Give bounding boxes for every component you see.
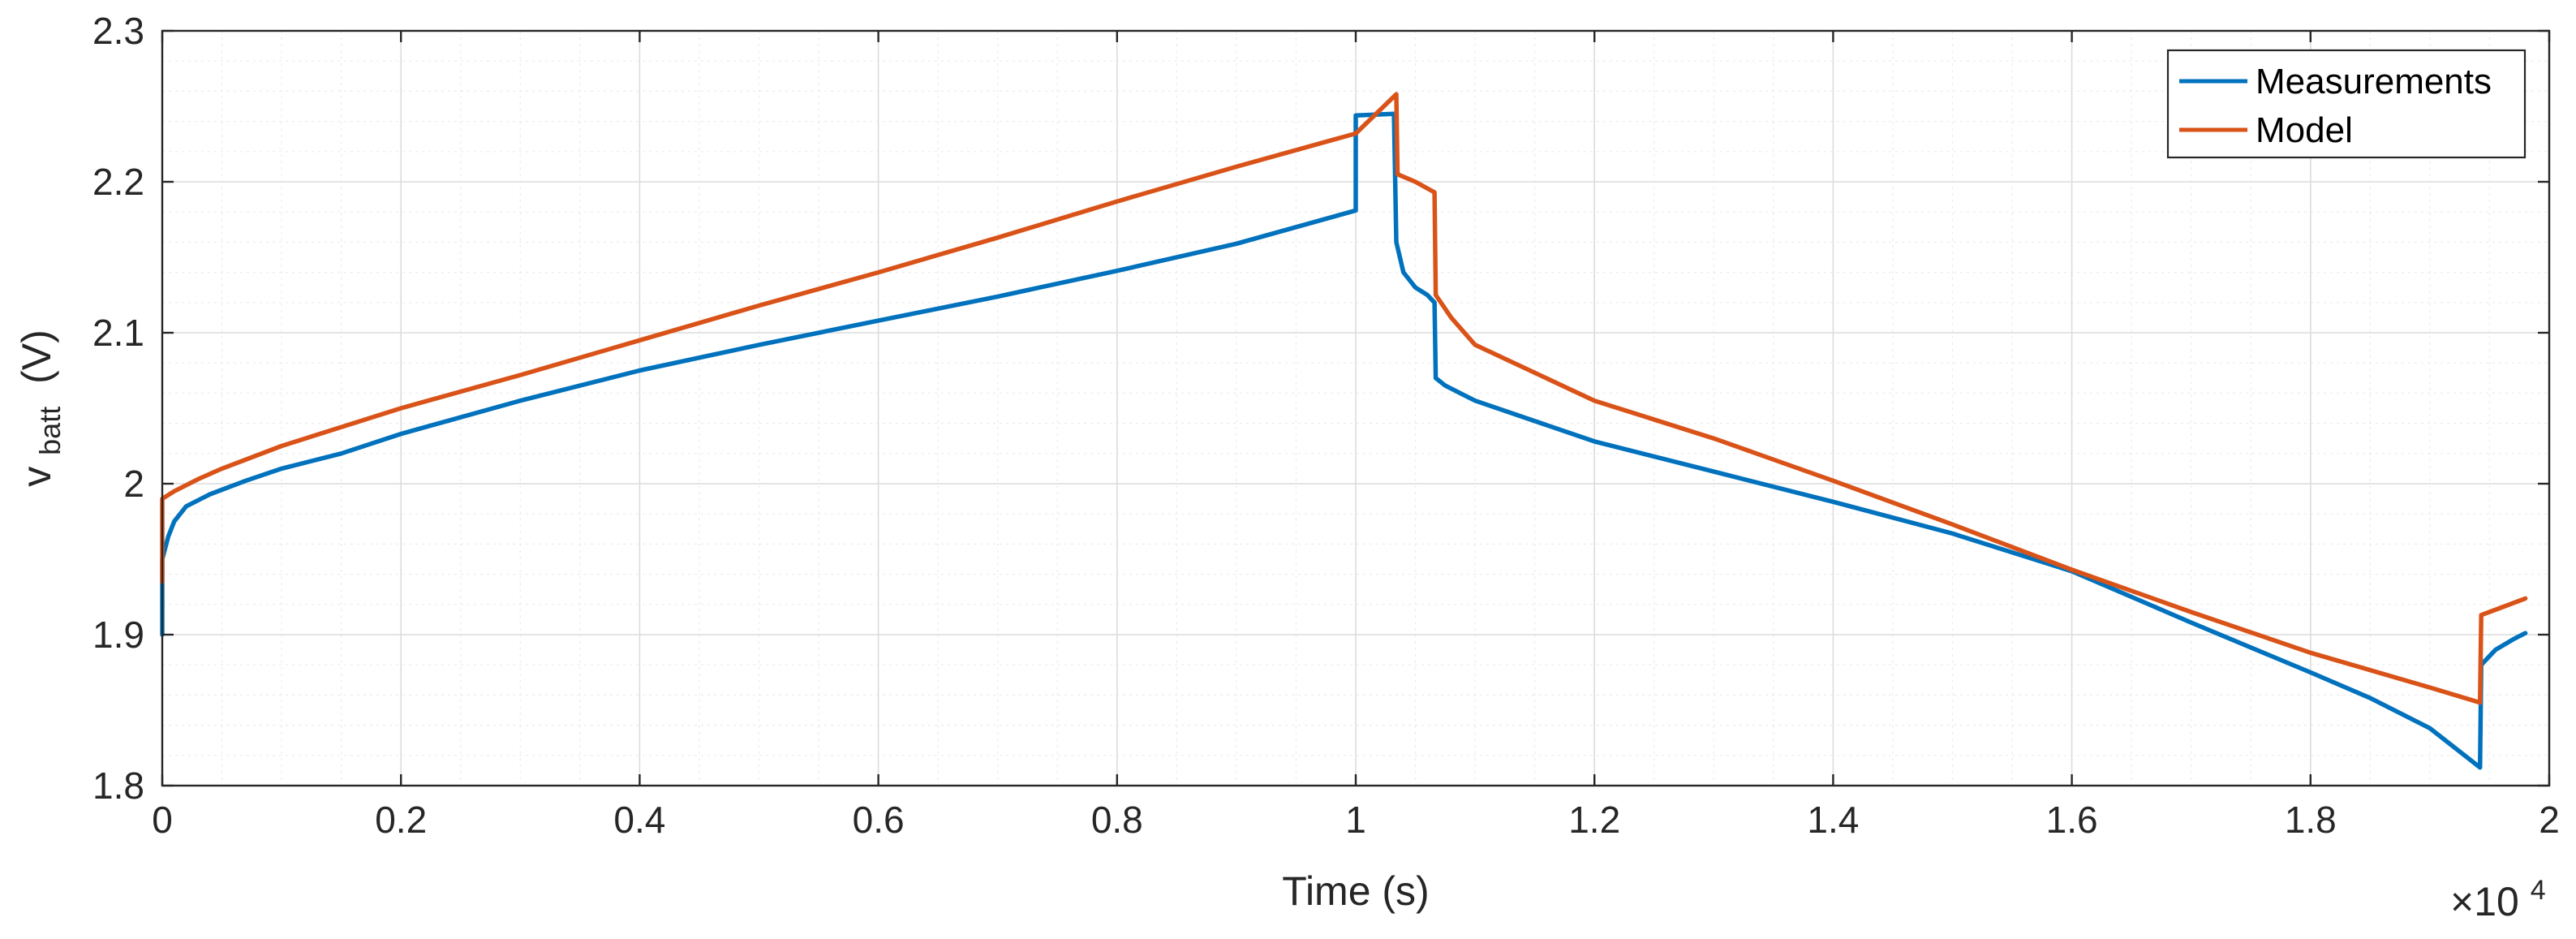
x-axis-multiplier: ×10 4 bbox=[2450, 875, 2546, 924]
x-tick-label: 2 bbox=[2539, 799, 2560, 841]
y-tick-label: 2 bbox=[123, 463, 144, 505]
legend: Measurements Model bbox=[2166, 49, 2527, 159]
x-tick-label: 0.2 bbox=[375, 799, 427, 841]
x-tick-label: 1.2 bbox=[1568, 799, 1620, 841]
y-axis-label-main: v bbox=[14, 467, 59, 487]
x-tick-label: 1 bbox=[1345, 799, 1366, 841]
legend-label-measurements: Measurements bbox=[2256, 62, 2492, 101]
x-tick-label: 1.8 bbox=[2285, 799, 2337, 841]
y-tick-label: 1.8 bbox=[92, 765, 144, 807]
x-tick-label: 0.8 bbox=[1091, 799, 1143, 841]
x-axis-label: Time (s) bbox=[1282, 868, 1429, 914]
legend-box bbox=[2166, 49, 2527, 159]
x-axis-multiplier-exponent: 4 bbox=[2531, 875, 2546, 906]
plot-series bbox=[160, 92, 2528, 770]
series-line-measurements bbox=[160, 111, 2528, 770]
x-tick-label: 0.6 bbox=[853, 799, 905, 841]
y-axis-label: v batt (V) bbox=[14, 330, 69, 487]
y-axis-label-unit: (V) bbox=[14, 330, 59, 384]
legend-label-model: Model bbox=[2256, 110, 2353, 150]
y-tick-label: 2.3 bbox=[92, 10, 144, 52]
x-tick-label: 1.6 bbox=[2046, 799, 2098, 841]
axis-ticks: 0 0.2 0.4 0.6 0.8 1 1.2 1.4 1.6 1.8 2 1.8 1.9 2 2.1 2.2… bbox=[92, 10, 2560, 841]
x-axis-multiplier-base: ×10 bbox=[2450, 879, 2519, 924]
x-tick-label: 0 bbox=[152, 799, 173, 841]
grid bbox=[162, 31, 2549, 786]
y-axis-label-subscript: batt bbox=[33, 407, 67, 455]
y-tick-label: 1.9 bbox=[92, 614, 144, 656]
x-tick-label: 1.4 bbox=[1807, 799, 1859, 841]
y-tick-label: 2.2 bbox=[92, 161, 144, 203]
x-tick-label: 0.4 bbox=[613, 799, 665, 841]
series-line-model bbox=[160, 92, 2528, 705]
y-tick-label: 2.1 bbox=[92, 312, 144, 354]
